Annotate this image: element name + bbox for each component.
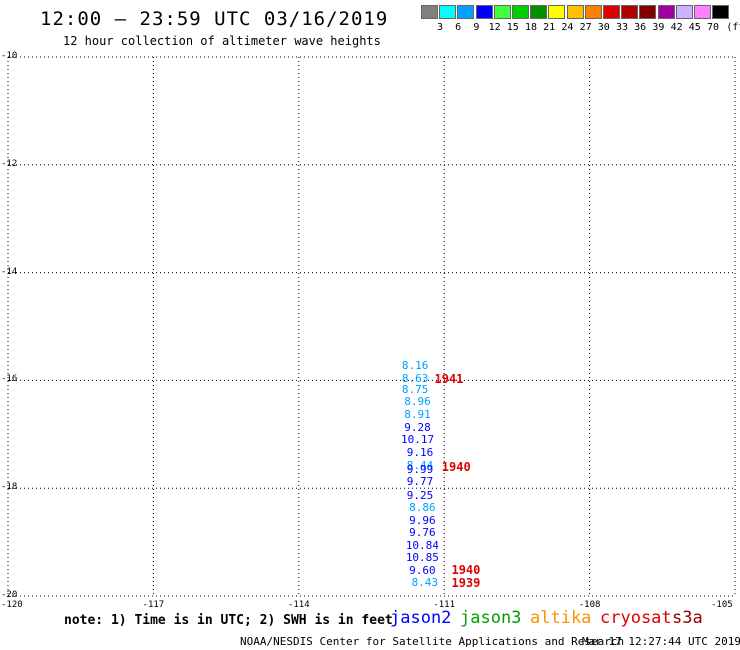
- wave-height-value: 10.85: [405, 550, 439, 564]
- pass-time-label: 1940: [451, 563, 481, 578]
- legend-swatch: [421, 5, 438, 19]
- legend-swatch: [675, 5, 693, 19]
- legend-label: 24: [561, 22, 574, 33]
- satellite-jason3: jason3: [460, 608, 522, 628]
- legend-swatch: [439, 5, 457, 19]
- legend-swatch: [657, 5, 675, 19]
- lon-tick-label: -111: [433, 600, 456, 610]
- units-note: note: 1) Time is in UTC; 2) SWH is in fe…: [64, 613, 393, 628]
- legend-label: 39: [652, 22, 665, 33]
- legend-swatch: [457, 5, 475, 19]
- pass-time-label: 1939: [451, 576, 481, 591]
- generated-timestamp: Mar 17 12:27:44 UTC 2019: [582, 635, 740, 648]
- legend-label: 21: [543, 22, 556, 33]
- wave-height-value: 8.91: [404, 407, 431, 421]
- pass-time-label: 1940: [441, 459, 471, 474]
- wave-height-value: 8.63: [401, 371, 429, 385]
- lat-tick-label: -12: [1, 158, 18, 169]
- wave-height-value: 9.99: [406, 463, 434, 477]
- lat-tick-label: -20: [1, 590, 18, 600]
- wave-height-value: 9.60: [409, 564, 436, 578]
- legend-swatch: [493, 5, 511, 19]
- map-title: 12:00 – 23:59 UTC 03/16/2019: [40, 8, 389, 30]
- legend-label: 36: [634, 22, 647, 33]
- lat-tick-label: -18: [1, 482, 18, 493]
- legend-label: 3: [436, 22, 444, 33]
- wave-height-value: 8.16: [401, 359, 429, 373]
- wave-height-value: 10.17: [400, 433, 435, 447]
- wave-height-value: 9.25: [406, 488, 434, 502]
- wave-height-value: 9.77: [406, 475, 434, 489]
- legend-swatch: [475, 5, 493, 19]
- legend-label: 27: [579, 22, 592, 33]
- wave-height-value: 8.43: [411, 576, 439, 590]
- wave-height-value: 8.75: [401, 382, 429, 396]
- wave-height-value: 9.96: [409, 514, 436, 528]
- legend-label: 42: [670, 22, 683, 33]
- legend-swatch: [530, 5, 548, 19]
- wave-height-value: 9.28: [404, 420, 431, 434]
- legend-label: 45: [688, 22, 701, 33]
- wave-height-value: 10.84: [405, 538, 439, 552]
- legend-label: 70: [706, 22, 720, 33]
- credit-text: NOAA/NESDIS Center for Satellite Applica…: [240, 635, 625, 648]
- legend-swatch: [512, 5, 529, 19]
- legend-swatch: [694, 5, 711, 19]
- satellite-cryosat: cryosat: [600, 608, 672, 628]
- lat-tick-label: -10: [1, 51, 18, 61]
- satellite-jason2: jason2: [390, 608, 452, 628]
- lon-tick-label: -105: [711, 600, 733, 610]
- legend-swatch: [639, 5, 657, 19]
- legend-unit: (ft): [726, 22, 740, 33]
- lon-tick-label: -114: [287, 600, 310, 610]
- legend-label: 6: [455, 22, 462, 33]
- legend-swatch: [712, 5, 730, 19]
- legend-label: 15: [506, 22, 519, 33]
- wave-height-value: 8.96: [404, 395, 431, 409]
- lat-tick-label: -14: [1, 266, 18, 277]
- wave-height-value: 9.16: [406, 446, 434, 460]
- legend-swatch: [566, 5, 584, 19]
- wave-height-value: 8.44: [406, 458, 434, 472]
- legend-label: 12: [488, 22, 501, 33]
- legend-label: 33: [615, 22, 629, 33]
- legend-swatch: [603, 5, 620, 19]
- legend-swatch: [548, 5, 566, 19]
- pass-time-label: 1941: [434, 371, 464, 386]
- satellite-altika: altika: [530, 608, 592, 628]
- wave-height-value: 8.86: [409, 501, 436, 515]
- legend-label: 9: [473, 22, 480, 33]
- lon-tick-label: -117: [142, 600, 165, 610]
- legend-swatch: [621, 5, 639, 19]
- satellite-s3a: s3a: [672, 608, 703, 628]
- legend-swatch: [584, 5, 602, 19]
- legend-label: 18: [524, 22, 538, 33]
- lon-tick-label: -120: [1, 600, 23, 610]
- wave-height-value: 9.76: [409, 525, 436, 539]
- map-subtitle: 12 hour collection of altimeter wave hei…: [63, 34, 381, 48]
- lon-tick-label: -108: [578, 600, 601, 610]
- legend-label: 30: [597, 22, 610, 33]
- lat-tick-label: -16: [1, 374, 18, 385]
